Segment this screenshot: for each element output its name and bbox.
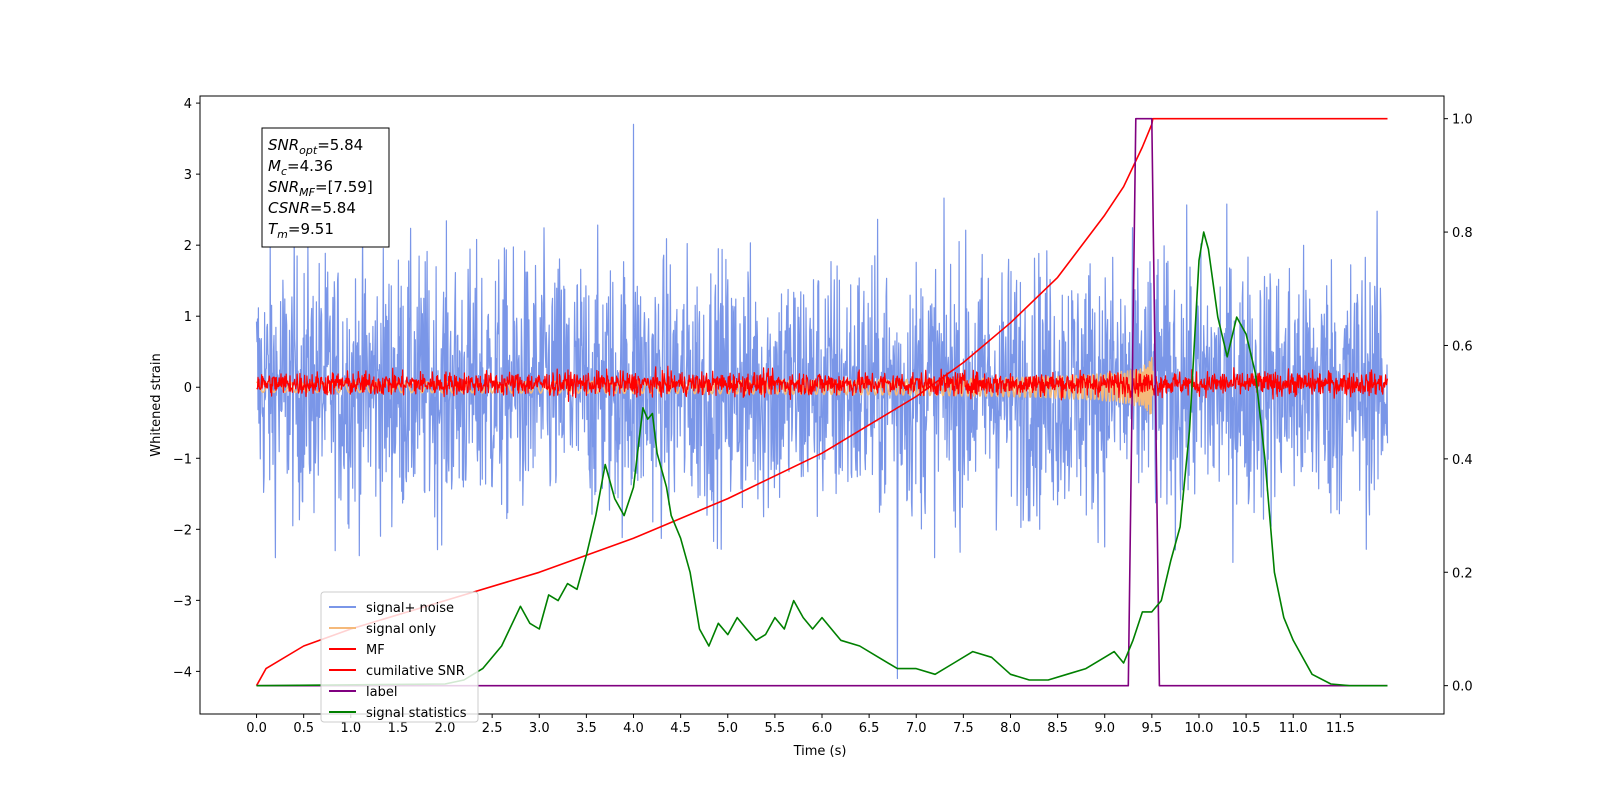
legend-label: MF — [366, 643, 385, 658]
legend-label: signal only — [366, 622, 436, 637]
annotation-line: Tm=9.51 — [268, 220, 334, 241]
x-tick-label: 4.5 — [670, 721, 691, 736]
y-tick-label: −2 — [173, 523, 192, 538]
series-line-2 — [256, 365, 1389, 402]
annotation-line: Mc=4.36 — [268, 157, 333, 178]
x-tick-label: 1.5 — [388, 721, 409, 736]
x-tick-label: 7.5 — [953, 721, 974, 736]
y-axis-left: 4 3 2 1 0 −1 −2 −3 −4 — [173, 97, 200, 680]
y-tick-label: 1 — [184, 310, 192, 325]
legend-label: signal statistics — [366, 706, 467, 721]
series-line-4 — [256, 117, 1388, 687]
y-tick-label: −3 — [173, 594, 192, 609]
x-tick-label: 11.5 — [1326, 721, 1355, 736]
y2-tick-label: 0.0 — [1452, 680, 1473, 695]
y2-tick-label: 1.0 — [1452, 113, 1473, 128]
x-tick-label: 2.0 — [435, 721, 456, 736]
x-tick-label: 10.5 — [1232, 721, 1261, 736]
series-line-5 — [256, 231, 1388, 687]
y-axis-right: 1.0 0.8 0.6 0.4 0.2 0.0 — [1444, 113, 1473, 695]
y2-tick-label: 0.8 — [1452, 226, 1473, 241]
x-tick-label: 5.5 — [765, 721, 786, 736]
x-tick-label: 6.0 — [812, 721, 833, 736]
x-tick-label: 10.0 — [1184, 721, 1213, 736]
x-tick-label: 1.0 — [340, 721, 361, 736]
x-tick-label: 8.0 — [1000, 721, 1021, 736]
annotation-line: SNRMF=[7.59] — [268, 178, 373, 199]
x-tick-label: 3.0 — [529, 721, 550, 736]
x-tick-label: 8.5 — [1047, 721, 1068, 736]
x-tick-label: 7.0 — [906, 721, 927, 736]
y2-tick-label: 0.2 — [1452, 566, 1473, 581]
x-tick-label: 0.0 — [246, 721, 267, 736]
legend-label: cumilative SNR — [366, 664, 465, 679]
y-tick-label: 3 — [184, 168, 192, 183]
legend-label: signal+ noise — [366, 601, 454, 616]
annotation-line: CSNR=5.84 — [268, 199, 356, 217]
x-axis: 0.0 0.5 1.0 1.5 2.0 2.5 3.0 3.5 4.0 4.5 5.0 5.5 6.0 6… — [246, 714, 1355, 736]
y-axis-label: Whitened strain — [149, 353, 164, 456]
legend-label: label — [366, 685, 397, 700]
y-tick-label: −1 — [173, 452, 192, 467]
x-axis-label: Time (s) — [793, 744, 847, 759]
legend-frame — [320, 591, 479, 723]
legend: signal+ noise signal only MF cumilative SNR… — [320, 591, 479, 723]
y-tick-label: −4 — [173, 665, 192, 680]
x-tick-label: 5.0 — [717, 721, 738, 736]
y2-tick-label: 0.4 — [1452, 453, 1473, 468]
x-tick-label: 0.5 — [293, 721, 314, 736]
annotation-line: SNRopt=5.84 — [268, 136, 363, 157]
x-tick-label: 11.0 — [1279, 721, 1308, 736]
x-tick-label: 9.5 — [1142, 721, 1163, 736]
y-tick-label: 0 — [184, 381, 192, 396]
y-tick-label: 2 — [184, 239, 192, 254]
x-tick-label: 4.0 — [623, 721, 644, 736]
y2-tick-label: 0.6 — [1452, 339, 1473, 354]
x-tick-label: 3.5 — [576, 721, 597, 736]
x-tick-label: 6.5 — [859, 721, 880, 736]
x-tick-label: 9.0 — [1094, 721, 1115, 736]
y-tick-label: 4 — [184, 97, 192, 112]
x-tick-label: 2.5 — [482, 721, 503, 736]
annotation-frame — [261, 127, 390, 248]
